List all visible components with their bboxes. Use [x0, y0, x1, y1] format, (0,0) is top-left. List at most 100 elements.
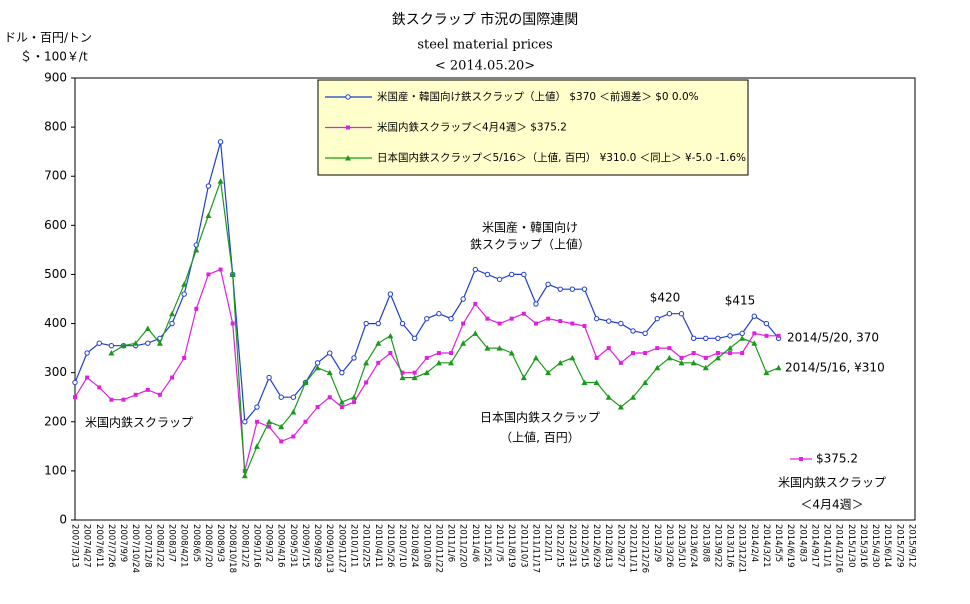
point	[569, 354, 576, 361]
date-label: < 2014.05.20>	[435, 59, 535, 74]
point	[181, 291, 187, 297]
x-tick-label: 2014/5/5	[773, 524, 783, 562]
point	[593, 315, 600, 322]
x-tick-label: 2011/7/5	[494, 524, 504, 562]
point	[345, 94, 351, 100]
point	[594, 355, 599, 360]
point	[346, 125, 350, 130]
x-tick-label: 2014/9/17	[809, 524, 819, 568]
point	[521, 271, 527, 278]
point	[73, 395, 77, 400]
point	[472, 330, 479, 336]
x-tick-label: 2011/1/6	[446, 524, 456, 562]
point	[303, 419, 308, 424]
y-tick-label: 800	[44, 120, 67, 134]
x-tick-label: 2015/6/14	[882, 524, 892, 568]
y-tick-label: 700	[44, 169, 67, 183]
y-tick-label: 100	[44, 463, 67, 477]
x-tick-label: 2009/7/15	[300, 524, 310, 568]
annotation: 2014/5/20, 370	[787, 331, 879, 345]
point	[338, 399, 345, 405]
point	[631, 351, 635, 356]
x-tick-label: 2013/5/10	[676, 524, 686, 568]
point	[266, 418, 273, 425]
point	[448, 359, 455, 366]
point	[581, 286, 588, 292]
point	[314, 364, 321, 371]
point	[763, 320, 770, 327]
x-tick-label: 2007/7/26	[106, 524, 116, 568]
x-tick-label: 2012/11/11	[628, 524, 638, 573]
chart-title: 鉄スクラップ 市況の国際連関	[392, 11, 578, 28]
point	[121, 397, 126, 402]
point	[546, 316, 551, 321]
point	[472, 266, 479, 273]
point	[96, 340, 102, 346]
x-tick-label: 2015/7/29	[894, 524, 904, 568]
point	[229, 271, 236, 277]
point	[654, 315, 660, 322]
point	[278, 423, 285, 430]
x-tick-label: 2009/8/29	[312, 524, 322, 568]
x-tick-label: 2013/9/22	[712, 524, 722, 568]
point	[508, 271, 515, 278]
y-tick-label: 200	[44, 414, 67, 428]
point	[666, 311, 673, 317]
x-tick-label: 2007/12/8	[142, 524, 152, 568]
legend-label: 米国産・韓国向け鉄スクラップ（上値） $370 ＜前週差＞ $0 0.0%	[377, 90, 699, 103]
point	[618, 320, 624, 327]
x-tick-label: 2013/6/24	[688, 524, 698, 568]
point	[678, 311, 685, 317]
point	[412, 370, 417, 375]
point	[630, 394, 636, 400]
y-tick-label: 300	[44, 365, 67, 379]
x-tick-label: 2012/3/31	[567, 524, 577, 568]
point	[132, 340, 139, 346]
point	[314, 360, 321, 366]
point	[605, 394, 612, 400]
point	[254, 404, 260, 410]
point	[423, 369, 430, 376]
x-tick-label: 2011/2/20	[458, 524, 468, 568]
x-tick-label: 2008/4/21	[179, 524, 189, 568]
point	[254, 419, 259, 424]
point	[714, 354, 721, 361]
point	[715, 335, 721, 341]
annotation: 米国内鉄スクラップ	[85, 415, 193, 430]
x-tick-label: 2015/1/30	[846, 524, 856, 568]
point	[120, 342, 127, 349]
annotation: $415	[725, 294, 756, 308]
point	[205, 212, 212, 219]
point	[752, 331, 757, 336]
point	[72, 379, 78, 386]
point	[618, 360, 623, 365]
x-tick-label: 2015/4/30	[870, 524, 880, 568]
x-tick-label: 2007/6/11	[94, 524, 104, 568]
y-tick-label: 400	[44, 316, 67, 330]
x-tick-label: 2013/11/6	[725, 524, 735, 568]
point	[363, 320, 369, 327]
point	[532, 354, 539, 361]
point	[520, 374, 527, 381]
point	[291, 434, 296, 439]
x-tick-label: 2010/4/11	[373, 524, 383, 568]
point	[448, 315, 454, 322]
point	[144, 325, 151, 331]
point	[545, 281, 551, 287]
x-tick-label: 2008/12/2	[239, 524, 249, 568]
point	[739, 330, 745, 337]
point	[169, 310, 176, 317]
x-tick-label: 2008/7/20	[203, 524, 213, 568]
point	[241, 472, 248, 479]
point	[435, 359, 442, 366]
point	[194, 306, 199, 311]
point	[424, 355, 429, 360]
x-tick-label: 2010/2/25	[361, 524, 371, 568]
point	[642, 330, 648, 337]
point	[703, 355, 708, 360]
point	[399, 374, 406, 381]
point	[557, 359, 564, 366]
point	[230, 321, 235, 326]
point	[206, 272, 211, 277]
y-tick-label: 500	[44, 267, 67, 281]
